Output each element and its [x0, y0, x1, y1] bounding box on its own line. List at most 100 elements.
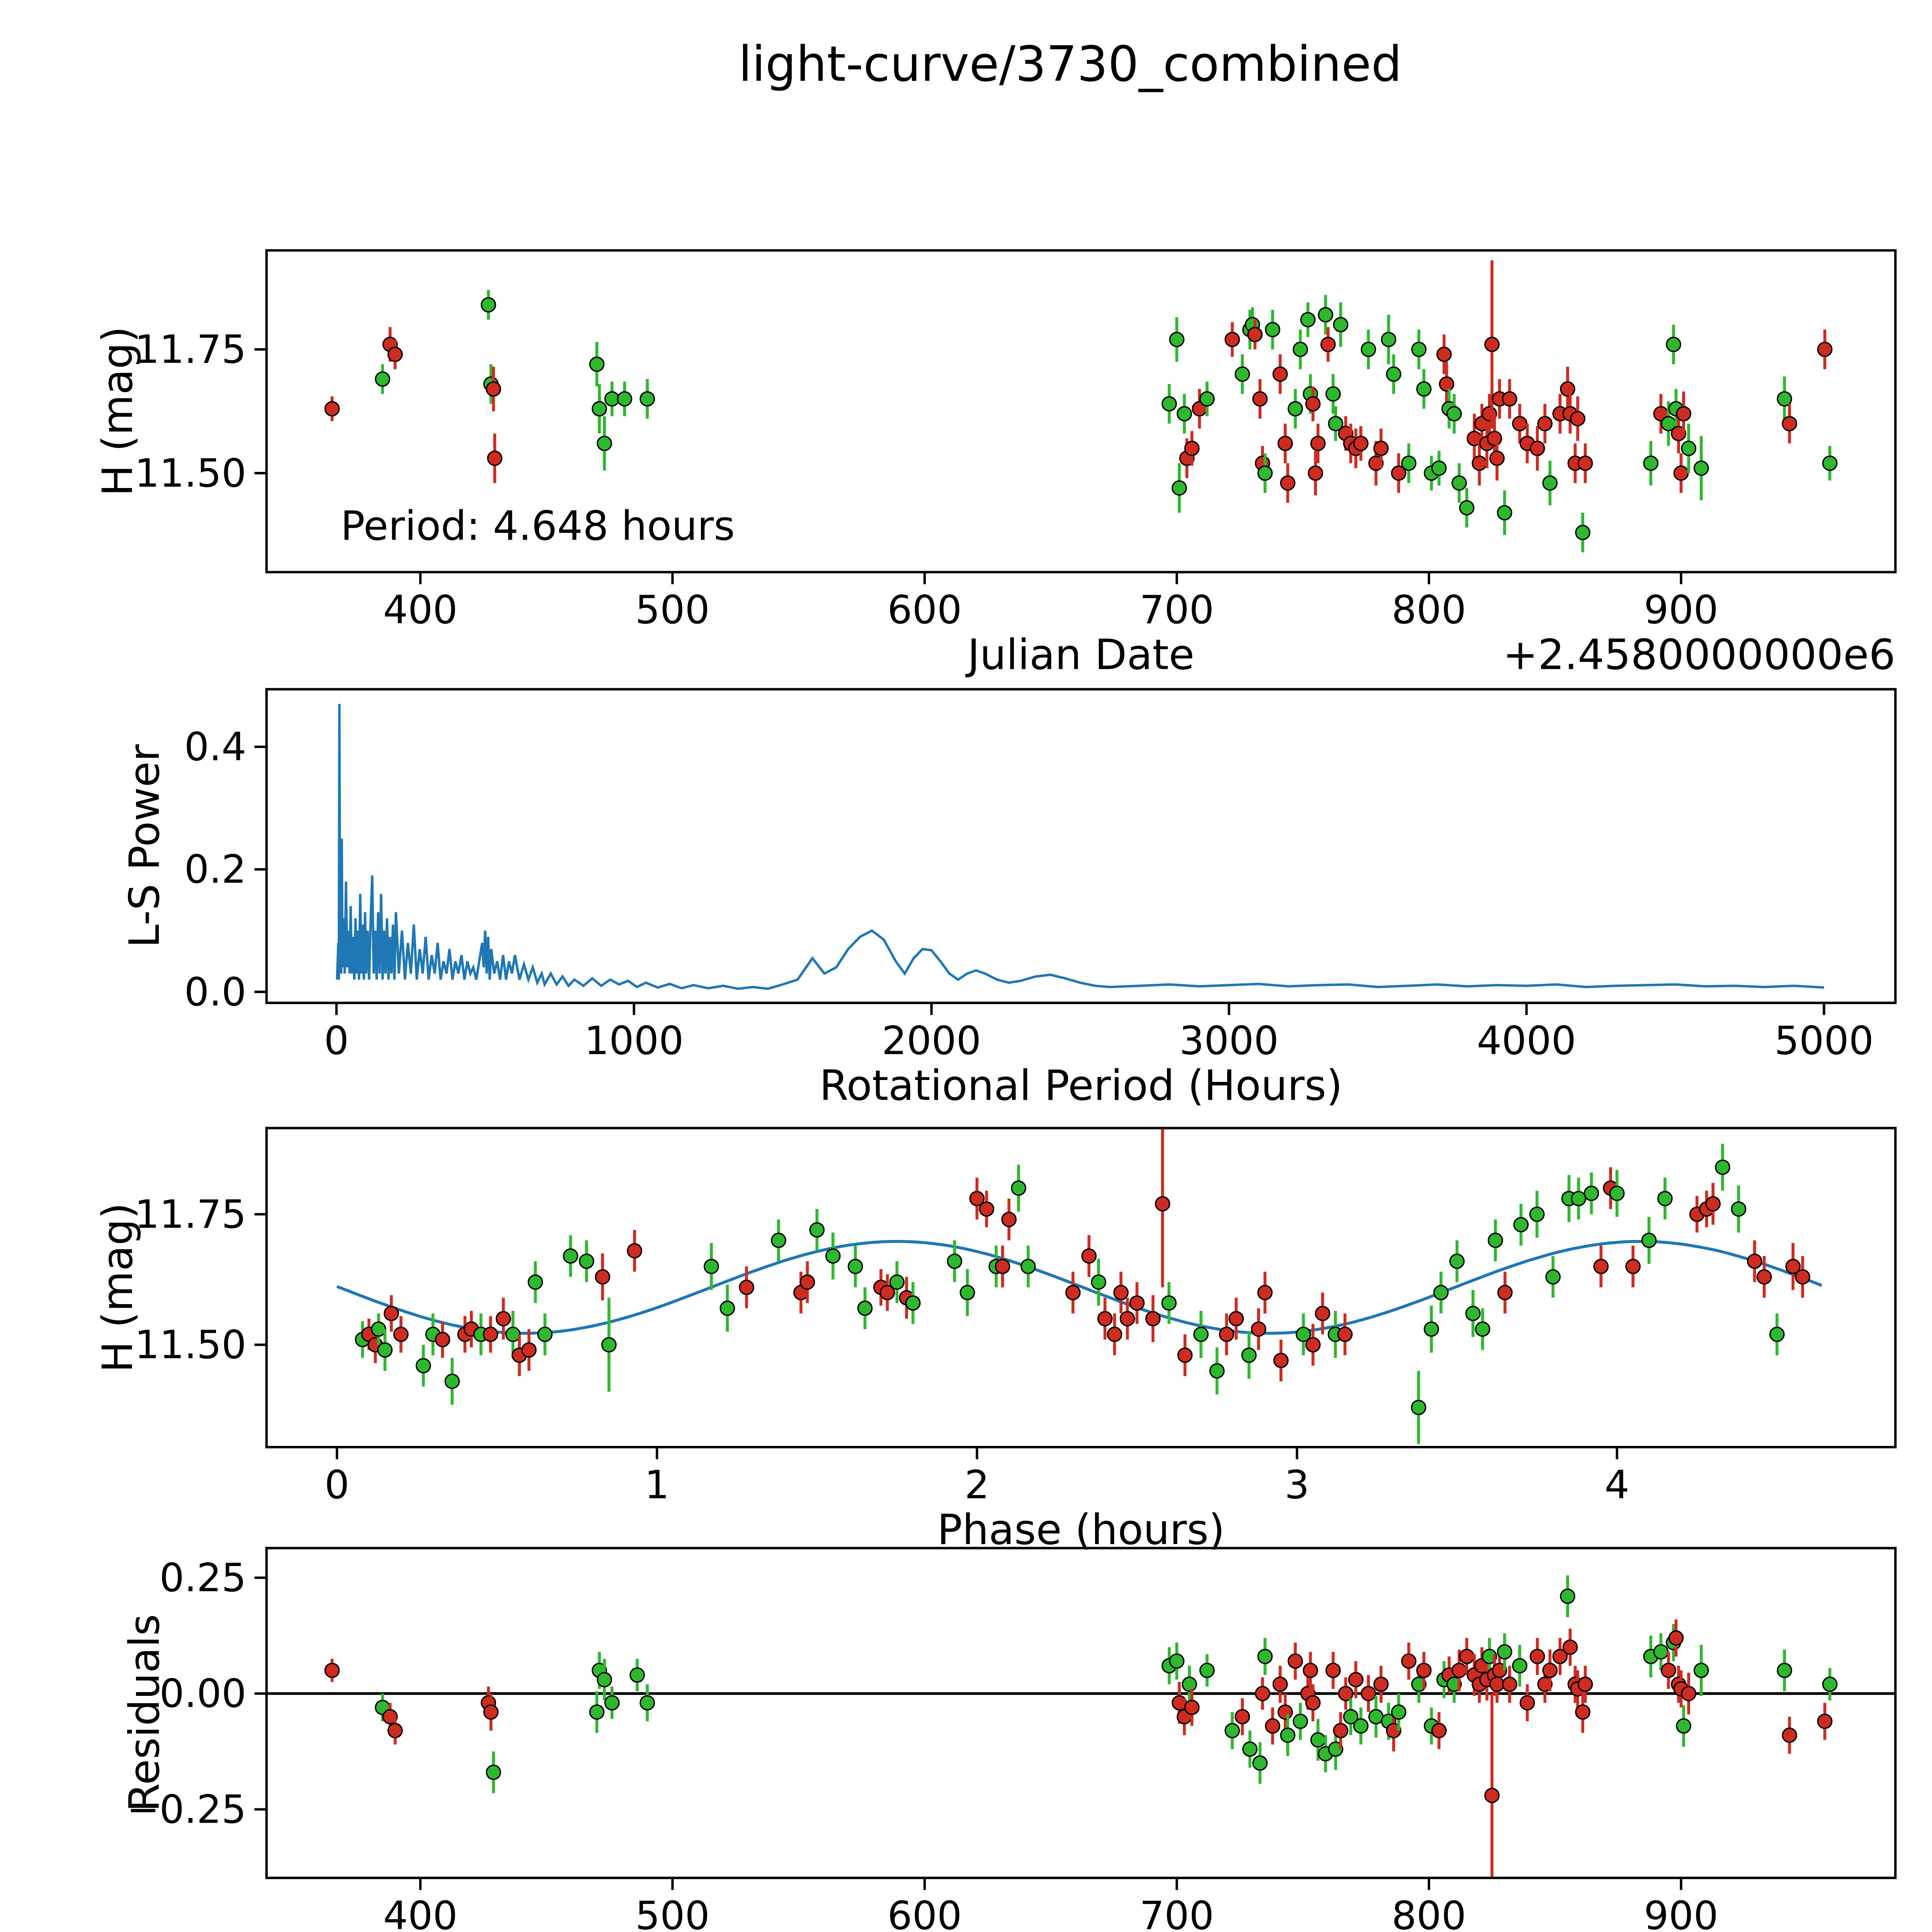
phase-curve-data — [336, 1128, 1823, 1444]
data-point — [1169, 332, 1185, 347]
data-point — [1411, 1400, 1427, 1415]
x-tick-label: 3000 — [1179, 1018, 1279, 1063]
data-point — [1318, 307, 1333, 323]
data-point — [1446, 406, 1462, 422]
data-point — [1502, 1677, 1517, 1692]
data-point — [375, 371, 390, 387]
data-point — [1577, 1677, 1593, 1692]
panel-light-curve: 400 500 600 700 800 900 11.75 11.50 Julian Date +… — [94, 249, 1897, 679]
data-point — [1305, 1695, 1321, 1711]
data-point — [1484, 337, 1500, 352]
residuals-data — [266, 1575, 1896, 1878]
data-point — [1303, 1663, 1318, 1678]
x-axis-label: Phase (hours) — [937, 1506, 1225, 1554]
data-point — [1337, 1327, 1353, 1342]
data-point — [1293, 1713, 1308, 1729]
y-tick-label: 11.50 — [134, 450, 246, 496]
x-axis-label: Rotational Period (Hours) — [820, 1061, 1343, 1110]
data-point — [1097, 1311, 1113, 1327]
data-point — [1668, 1630, 1684, 1646]
data-point — [1310, 435, 1326, 451]
data-point — [771, 1233, 786, 1248]
data-point — [1177, 406, 1192, 422]
data-point — [1657, 1191, 1673, 1206]
axes-frame — [265, 249, 1897, 573]
data-point — [1436, 347, 1452, 362]
data-point — [1265, 322, 1281, 337]
axes-frame — [265, 688, 1897, 1004]
data-point — [1529, 1649, 1545, 1664]
data-point — [1257, 1285, 1273, 1301]
data-point — [1401, 1653, 1417, 1669]
data-point — [505, 1327, 521, 1342]
data-point — [1184, 1699, 1200, 1715]
data-point — [1512, 416, 1527, 432]
y-tick-label: 0.2 — [184, 847, 247, 892]
data-point — [1241, 1347, 1257, 1363]
data-point — [1560, 1588, 1575, 1604]
data-point — [1446, 1677, 1462, 1692]
data-point — [1676, 406, 1692, 422]
data-point — [1537, 1677, 1553, 1692]
data-point — [1641, 1233, 1657, 1248]
data-point — [1416, 1663, 1432, 1678]
data-point — [1681, 440, 1697, 456]
data-point — [589, 1704, 605, 1720]
x-tick-label: 3 — [1284, 1462, 1309, 1508]
data-point — [1575, 525, 1590, 541]
data-point — [959, 1285, 975, 1301]
data-point — [604, 1695, 620, 1711]
x-tick-label: 600 — [888, 587, 962, 633]
data-point — [1519, 1695, 1535, 1711]
axes-frame — [265, 1127, 1897, 1449]
data-point — [1488, 1233, 1503, 1248]
data-point — [1671, 426, 1686, 441]
data-point — [1433, 1285, 1449, 1301]
data-point — [1353, 435, 1369, 451]
data-point — [1155, 1196, 1170, 1212]
data-point — [1368, 455, 1384, 471]
data-point — [627, 1243, 643, 1259]
data-point — [1325, 386, 1341, 402]
data-point — [597, 435, 612, 451]
data-point — [639, 1695, 655, 1711]
data-point — [1625, 1259, 1641, 1274]
data-point — [1693, 1663, 1709, 1678]
axes-frame — [265, 1547, 1897, 1879]
x-tick-label: 2 — [964, 1462, 989, 1508]
data-point — [415, 1358, 431, 1374]
x-tick-label: 500 — [635, 587, 710, 633]
data-point — [1465, 1306, 1481, 1321]
data-point — [1272, 1677, 1288, 1692]
data-point — [1020, 1259, 1036, 1274]
data-point — [1343, 1709, 1359, 1725]
data-point — [1386, 1723, 1401, 1738]
data-point — [1219, 1327, 1235, 1342]
data-point — [486, 381, 501, 397]
data-point — [1225, 1723, 1240, 1738]
x-tick-label: 800 — [1392, 587, 1466, 633]
data-point — [1609, 1185, 1625, 1201]
data-point — [1423, 1321, 1439, 1337]
data-point — [1782, 416, 1798, 432]
data-point — [1325, 1663, 1341, 1678]
data-point — [1169, 1653, 1185, 1669]
data-point — [1666, 337, 1681, 352]
data-point — [1769, 1327, 1785, 1342]
data-point — [825, 1248, 841, 1264]
data-point — [1199, 391, 1215, 407]
data-point — [1401, 455, 1417, 471]
data-point — [1489, 451, 1505, 466]
data-point — [905, 1295, 921, 1311]
data-point — [1277, 1704, 1293, 1720]
data-point — [1439, 376, 1454, 392]
data-point — [1177, 1347, 1193, 1363]
data-point — [1252, 1755, 1268, 1771]
data-point — [1747, 1253, 1762, 1269]
data-point — [324, 401, 340, 417]
data-point — [1293, 342, 1308, 357]
data-point — [847, 1259, 863, 1274]
data-point — [597, 1672, 612, 1687]
data-point — [1272, 366, 1288, 382]
